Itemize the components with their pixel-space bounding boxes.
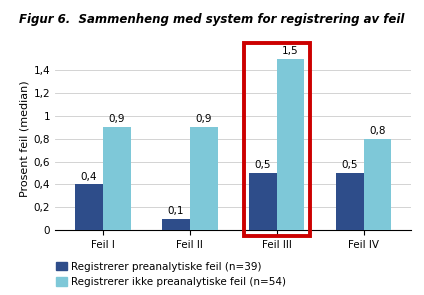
Text: 0,9: 0,9 [109,114,125,124]
Bar [103,127,131,230]
Y-axis label: Prosent feil (median): Prosent feil (median) [20,80,29,197]
Text: 0,1: 0,1 [167,206,184,216]
Bar [363,139,391,230]
Bar [190,127,218,230]
Text: 0,4: 0,4 [81,171,97,181]
Bar [336,173,363,230]
Legend: Registrerer preanalytiske feil (n=39), Registrerer ikke preanalytiske feil (n=54: Registrerer preanalytiske feil (n=39), R… [56,262,286,287]
Text: 0,9: 0,9 [195,114,212,124]
Bar [276,59,304,230]
Text: 1,5: 1,5 [282,46,299,56]
Text: 0,5: 0,5 [254,160,271,170]
Bar [162,219,190,230]
Text: 0,8: 0,8 [369,126,386,136]
Bar [75,184,103,230]
Text: Figur 6.  Sammenheng med system for registrering av feil: Figur 6. Sammenheng med system for regis… [20,13,404,26]
Text: 0,5: 0,5 [341,160,358,170]
Bar [249,173,276,230]
